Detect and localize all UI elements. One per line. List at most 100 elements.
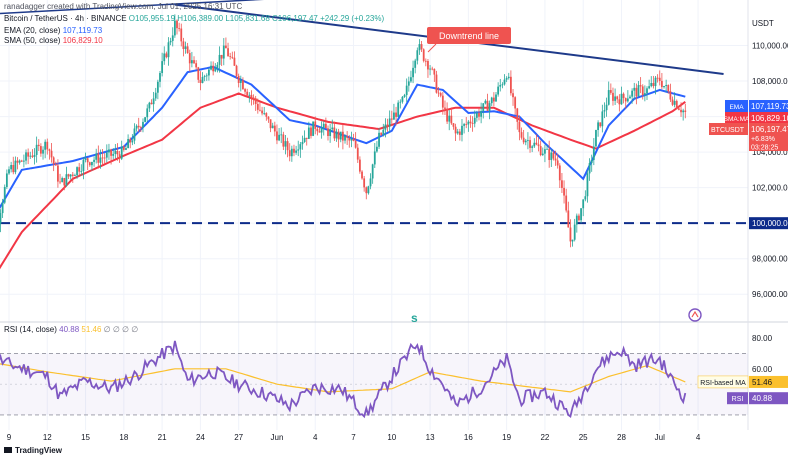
candle-body	[626, 98, 629, 102]
candle-body	[214, 68, 217, 72]
candle-body	[108, 149, 110, 153]
candle-body	[263, 113, 266, 114]
candle-body	[427, 61, 429, 70]
candle-body	[267, 116, 270, 120]
candle-body	[554, 158, 557, 161]
sma-badge-value-box	[749, 112, 788, 124]
candle-body	[227, 48, 229, 57]
ema-badge-value-box	[749, 100, 788, 112]
candle-body	[475, 113, 478, 118]
candle-body	[208, 69, 210, 76]
candle-body	[410, 77, 412, 82]
candle-body	[210, 65, 212, 70]
candle-body	[435, 74, 438, 93]
footer-brand[interactable]: TradingView	[4, 446, 62, 455]
candle-body	[563, 187, 565, 196]
downtrend-annotation[interactable]: Downtrend line	[427, 27, 511, 53]
candle-body	[595, 130, 597, 147]
candle-body	[84, 158, 87, 160]
candle-body	[420, 44, 423, 50]
candle-body	[480, 111, 483, 117]
candle-body	[541, 153, 544, 156]
symbol-title[interactable]: Bitcoin / TetherUS · 4h · BINANCE	[4, 14, 127, 23]
candle-body	[471, 123, 474, 124]
candle-body	[139, 127, 142, 129]
credit-line: ranadagger created with TradingView.com,…	[4, 2, 243, 11]
sma-legend-value: 106,829.10	[62, 36, 103, 45]
candle-body	[122, 146, 125, 150]
candle-body	[176, 20, 178, 29]
candle-body	[331, 127, 334, 130]
candle-body	[367, 186, 370, 194]
sma-badge-value: 106,829.10	[751, 114, 788, 123]
candle-body	[482, 103, 485, 112]
candle-body	[624, 98, 627, 102]
time-tick-label: 27	[234, 433, 243, 442]
annotation-pointer	[427, 43, 437, 53]
candle-body	[571, 239, 574, 242]
rsi-legend-extra: ∅ ∅ ∅ ∅	[103, 325, 139, 334]
trend-line-upper[interactable]	[0, 0, 328, 15]
candle-body	[431, 68, 434, 70]
candle-body	[1, 202, 4, 214]
candle-body	[91, 161, 93, 166]
candle-body	[441, 95, 444, 108]
candle-body	[641, 86, 644, 95]
alert-icon[interactable]	[688, 308, 702, 322]
candle-body	[276, 131, 278, 141]
candle-body	[135, 125, 138, 129]
candle-body	[63, 178, 66, 186]
candle-body	[97, 153, 100, 163]
candle-body	[195, 63, 198, 68]
candle-body	[301, 142, 304, 145]
support-badge	[749, 217, 788, 230]
time-tick-label: 4	[696, 433, 701, 442]
price-badge-countdown: 03:28:25	[751, 145, 778, 152]
candle-body	[201, 76, 204, 83]
candle-body	[297, 149, 300, 151]
candle-body	[184, 46, 187, 50]
candle-body	[14, 160, 17, 173]
candle-body	[57, 165, 59, 182]
candle-body	[356, 147, 359, 160]
candle-body	[616, 96, 619, 100]
candle-body	[288, 150, 291, 157]
price-badge-value: 106,197.47	[751, 125, 788, 134]
price-axis[interactable]: 96,000.00 98,000.00 100,000.00 102,000.00 10…	[752, 42, 788, 300]
candle-body	[448, 115, 451, 122]
candle-body	[337, 131, 340, 140]
candle-body	[22, 160, 25, 162]
candle-body	[418, 44, 421, 51]
candle-body	[344, 136, 346, 141]
candle-body	[635, 87, 638, 97]
candle-body	[278, 134, 280, 141]
candle-body	[186, 46, 189, 54]
candle-body	[505, 78, 508, 80]
candle-body	[575, 215, 578, 225]
rsi-line	[0, 340, 687, 419]
candle-body	[512, 93, 514, 98]
candle-body	[371, 164, 374, 179]
candle-body	[629, 96, 631, 99]
candle-body	[669, 91, 672, 100]
candle-body	[424, 60, 427, 62]
candle-body	[639, 85, 642, 87]
rsi-legend[interactable]: RSI (14, close) 40.88 51.46 ∅ ∅ ∅ ∅	[4, 325, 138, 334]
candle-body	[156, 81, 159, 93]
candle-body	[529, 140, 531, 148]
time-tick-label: Jul	[655, 433, 665, 442]
candle-body	[527, 140, 529, 141]
candle-body	[622, 93, 625, 99]
candle-body	[429, 68, 431, 70]
candle-body	[633, 87, 636, 91]
sma-legend[interactable]: SMA (50, close) 106,829.10	[4, 36, 103, 45]
time-axis[interactable]: 9 12 15 18 21 24 27 Jun 4 7 10 13 16 19 22 25 28 Jul 4	[7, 433, 701, 442]
candle-body	[395, 112, 397, 117]
candle-body	[516, 108, 519, 122]
ema-legend[interactable]: EMA (20, close) 107,119.73	[4, 26, 102, 35]
candle-body	[67, 174, 70, 177]
currency-label[interactable]: USDT	[752, 19, 774, 28]
candle-body	[142, 121, 144, 128]
candle-body	[533, 142, 536, 147]
